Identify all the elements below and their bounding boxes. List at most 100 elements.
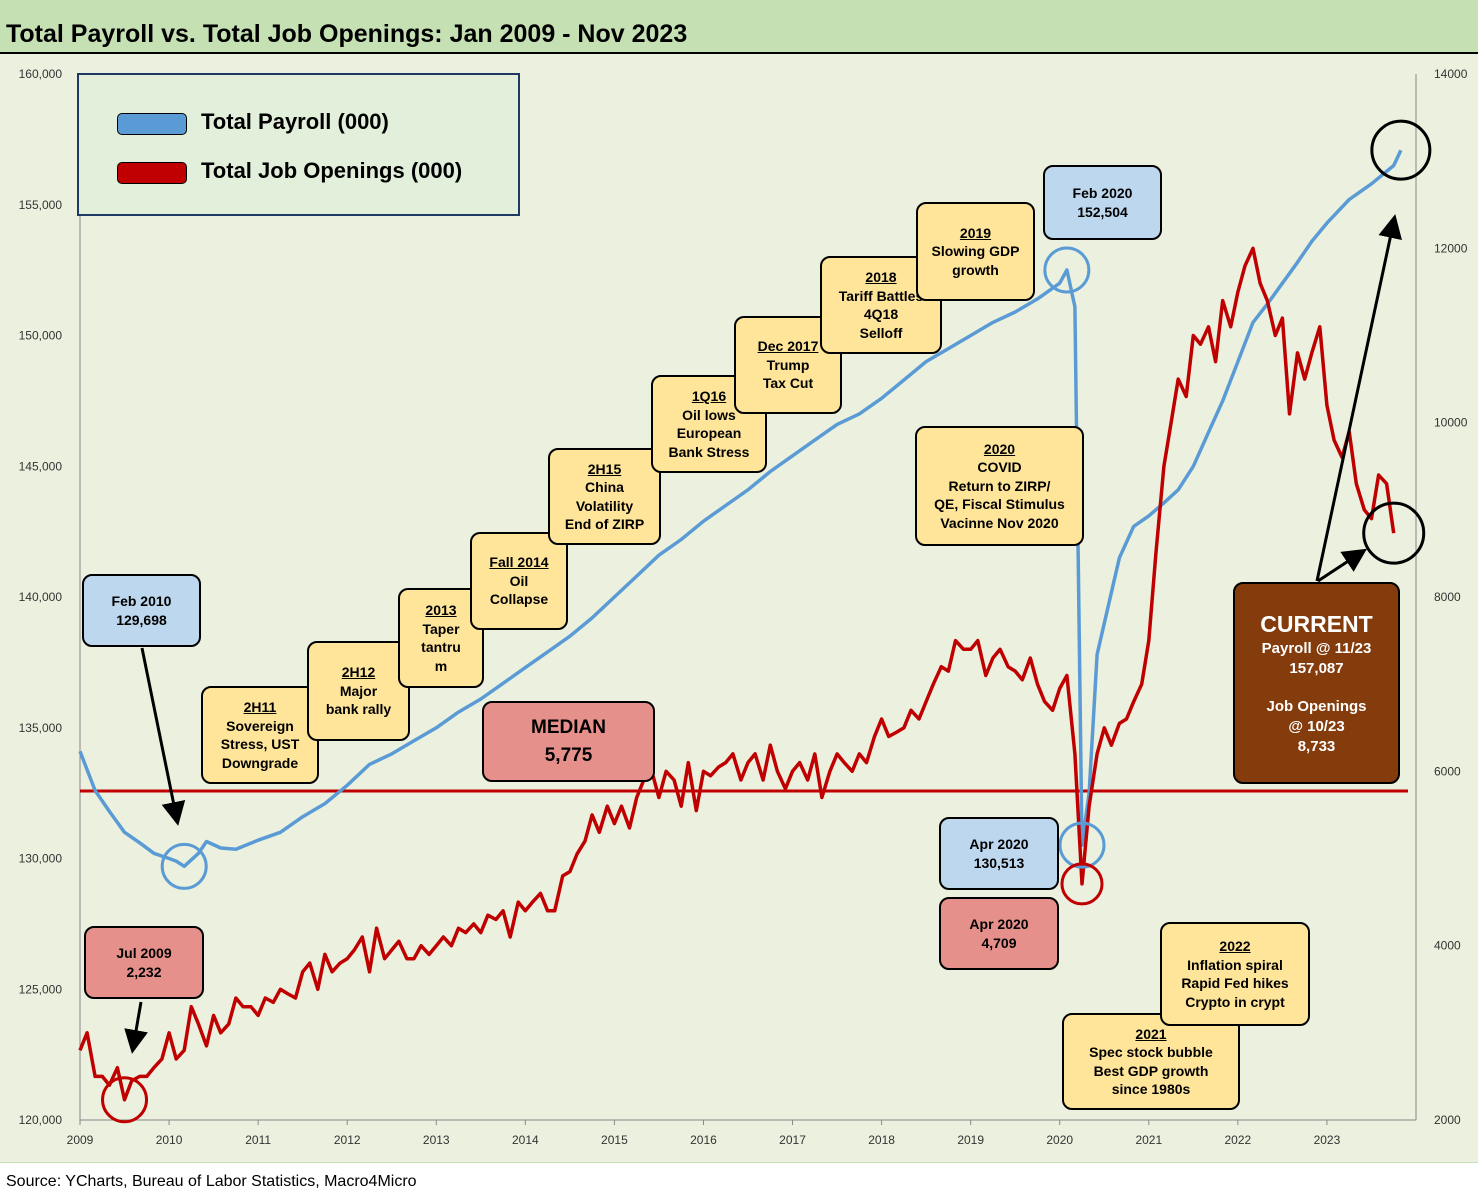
annotation-fall-2014-line: Oil <box>509 572 529 589</box>
callout-feb-2010: Feb 2010 129,698 <box>82 574 201 647</box>
x-tick-label: 2014 <box>512 1133 539 1147</box>
y-right-tick-label: 8000 <box>1434 590 1461 604</box>
feb-2010-arrow <box>140 647 186 826</box>
annotation-2022-heading: 2022 <box>1219 938 1251 954</box>
callout-current-line: 8,733 <box>1297 738 1336 755</box>
annotation-2h11-line: Stress, UST <box>220 736 300 752</box>
legend-swatch-openings <box>117 162 187 184</box>
annotation-2019-line: Slowing GDP <box>931 243 1020 260</box>
annotation-1q16: 1Q16 Oil lows European Bank Stress <box>651 375 767 473</box>
apr-2020-payroll-highlight-circle <box>1058 821 1106 869</box>
y-left-tick-label: 120,000 <box>19 1113 63 1127</box>
jul-2009-highlight-circle <box>101 1076 149 1124</box>
x-tick-label: 2021 <box>1135 1133 1162 1147</box>
x-tick-label: 2020 <box>1046 1133 1073 1147</box>
y-left-tick-label: 160,000 <box>19 67 63 81</box>
annotation-2h11-heading: 2H11 <box>243 699 277 715</box>
annotation-2h15-line: China <box>585 479 624 495</box>
annotation-2013-line: tantru <box>421 639 461 655</box>
payroll-series-line <box>78 149 1403 869</box>
annotation-2021-heading: 2021 <box>1135 1025 1167 1042</box>
x-tick-label: 2013 <box>423 1133 450 1147</box>
legend-swatch-payroll <box>117 113 187 135</box>
legend: Total Payroll (000) Total Job Openings (… <box>77 73 520 216</box>
current-openings-arrow <box>1317 548 1368 583</box>
annotation-2018-line: Tariff Battles <box>838 287 924 304</box>
annotation-2h12-line: bank rally <box>325 701 392 718</box>
annotation-2018-line: 4Q18 <box>863 306 899 322</box>
annotation-2020-line: QE, Fiscal Stimulus <box>934 496 1065 513</box>
y-right-tick-label: 10000 <box>1434 416 1468 430</box>
series-layer <box>78 149 1408 1102</box>
annotation-fall-2014-heading: Fall 2014 <box>489 554 549 571</box>
annotation-2h15-line: End of ZIRP <box>564 516 645 532</box>
annotation-2h12-heading: 2H12 <box>341 664 376 681</box>
x-tick-label: 2017 <box>779 1133 806 1147</box>
x-tick-label: 2012 <box>334 1133 361 1147</box>
x-tick-label: 2022 <box>1225 1133 1252 1147</box>
callout-feb-2010-date: Feb 2010 <box>111 593 172 609</box>
y-left-tick-label: 135,000 <box>19 721 63 735</box>
callout-jul-2009: Jul 2009 2,232 <box>84 926 204 999</box>
callout-feb-2020-value: 152,504 <box>1077 203 1128 220</box>
x-tick-label: 2023 <box>1314 1133 1341 1147</box>
callout-current-label: CURRENT <box>1260 611 1373 637</box>
annotation-2022: 2022 Inflation spiral Rapid Fed hikes Cr… <box>1160 922 1310 1026</box>
annotation-1q16-heading: 1Q16 <box>691 388 727 404</box>
annotation-2019-heading: 2019 <box>959 224 992 241</box>
y-left-tick-label: 145,000 <box>19 459 63 473</box>
annotation-2021-line: Spec stock bubble <box>1089 1044 1213 1060</box>
y-right-tick-label: 14000 <box>1434 67 1468 81</box>
callout-current-line: @ 10/23 <box>1288 718 1345 735</box>
annotation-2h11: 2H11 Sovereign Stress, UST Downgrade <box>201 686 319 784</box>
annotation-2h12-line: Major <box>339 682 378 699</box>
callout-apr-2020-openings-value: 4,709 <box>981 934 1017 951</box>
jul-2009-arrow <box>124 1001 148 1054</box>
annotation-2021-line: Best GDP growth <box>1093 1062 1209 1079</box>
annotation-2h11-line: Sovereign <box>226 717 294 734</box>
annotation-dec-2017-line: Tax Cut <box>762 375 814 392</box>
x-tick-label: 2011 <box>245 1133 271 1147</box>
y-left-tick-label: 150,000 <box>19 329 63 343</box>
callout-current-line: Job Openings <box>1266 698 1367 715</box>
current-openings-highlight-circle <box>1362 501 1426 565</box>
annotation-2h15-line: Volatility <box>575 497 634 514</box>
callout-median-value: 5,775 <box>544 744 593 766</box>
annotation-2013: 2013 Taper tantru m <box>398 588 484 688</box>
legend-label-payroll: Total Payroll (000) <box>201 109 389 134</box>
x-tick-label: 2015 <box>601 1133 628 1147</box>
annotation-1q16-line: European <box>676 425 742 441</box>
x-tick-label: 2018 <box>868 1133 895 1147</box>
x-tick-label: 2019 <box>957 1133 984 1147</box>
y-left-tick-label: 125,000 <box>19 982 63 996</box>
x-tick-label: 2016 <box>690 1133 717 1147</box>
annotation-1q16-line: Oil lows <box>682 406 736 423</box>
callout-apr-2020-openings-date: Apr 2020 <box>969 916 1029 932</box>
annotation-2018-heading: 2018 <box>865 269 897 285</box>
annotation-2013-heading: 2013 <box>425 602 457 618</box>
callout-feb-2010-value: 129,698 <box>116 611 167 628</box>
callout-current: CURRENT Payroll @ 11/23 157,087 Job Open… <box>1233 582 1400 784</box>
current-payroll-arrow <box>1315 214 1402 582</box>
annotation-2018-line: Selloff <box>859 324 903 341</box>
callout-apr-2020-payroll-value: 130,513 <box>973 854 1025 871</box>
chart-title: Total Payroll vs. Total Job Openings: Ja… <box>6 20 688 48</box>
feb-2020-highlight-circle <box>1043 246 1091 294</box>
y-left-tick-label: 155,000 <box>19 198 63 212</box>
current-payroll-highlight-circle <box>1370 119 1432 181</box>
annotation-dec-2017-heading: Dec 2017 <box>757 338 819 355</box>
callout-layer <box>101 119 1432 1124</box>
y-left-tick-label: 130,000 <box>19 852 63 866</box>
y-right-tick-label: 6000 <box>1434 764 1461 778</box>
callout-median-label: MEDIAN <box>531 716 606 738</box>
annotation-2022-line: Rapid Fed hikes <box>1181 975 1289 991</box>
annotation-2018: 2018 Tariff Battles 4Q18 Selloff <box>820 256 942 354</box>
legend-label-openings: Total Job Openings (000) <box>201 158 463 183</box>
openings-series-line <box>78 246 1396 1102</box>
annotation-2h12: 2H12 Major bank rally <box>307 641 410 741</box>
y-right-tick-label: 4000 <box>1434 939 1461 953</box>
annotation-2020-line: COVID <box>977 459 1022 476</box>
footer <box>0 1163 1478 1202</box>
